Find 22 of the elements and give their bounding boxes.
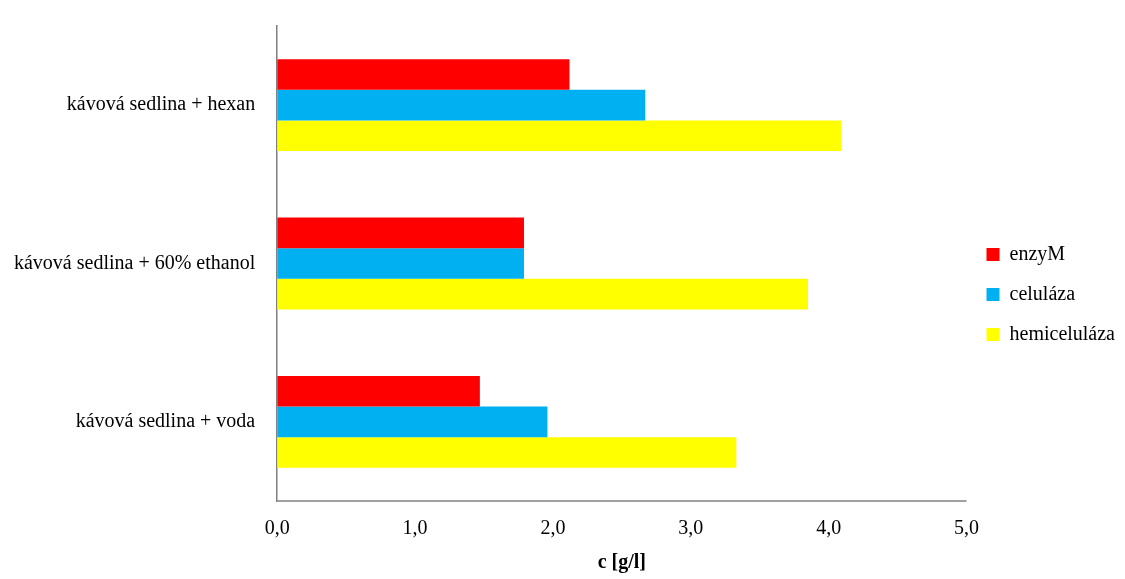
x-tick-label: 2,0 — [540, 516, 566, 539]
y-tick-label: kávová sedlina + 60% ethanol — [13, 250, 256, 273]
bar — [277, 375, 480, 407]
legend-label: enzyM — [1009, 241, 1066, 265]
bar — [277, 437, 737, 468]
legend-label: celuláza — [1009, 281, 1076, 304]
bar — [277, 59, 570, 90]
bar — [277, 248, 524, 279]
x-tick-label: 0,0 — [264, 516, 290, 539]
y-tick-label: kávová sedlina + voda — [75, 409, 256, 432]
bar — [277, 278, 808, 310]
x-tick-label: 3,0 — [678, 516, 704, 539]
bar — [277, 120, 842, 152]
bar — [277, 217, 524, 249]
x-tick-label: 5,0 — [954, 516, 980, 539]
x-axis-title: c [g/l] — [597, 550, 647, 574]
y-tick-label: kávová sedlina + hexan — [66, 92, 256, 115]
legend-label: hemiceluláza — [1009, 321, 1116, 344]
bar — [277, 89, 646, 121]
x-tick-label: 1,0 — [402, 516, 428, 539]
x-tick-label: 4,0 — [816, 516, 842, 539]
bar — [277, 406, 548, 438]
